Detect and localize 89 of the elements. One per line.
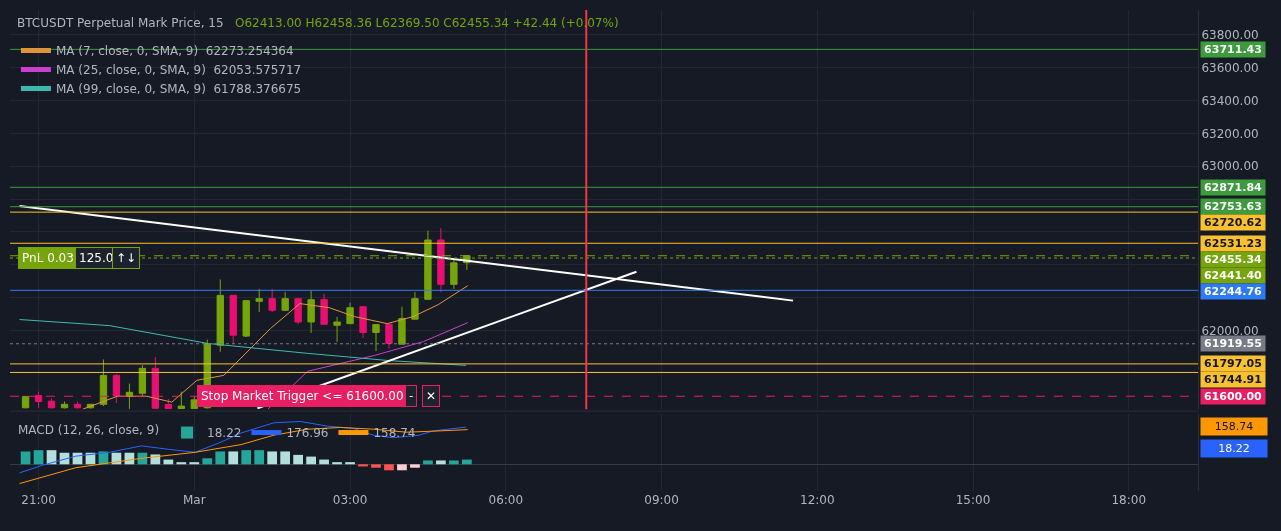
annotation: ↑↓ [116,251,137,265]
x-tick-label: Mar [182,493,206,507]
ref-line-label: 62871.84 [1203,181,1263,194]
candlestick [216,278,224,353]
text: BTCUSDT Perpetual Mark Price, 15 [17,16,224,30]
bar [436,460,446,465]
candlestick [164,398,173,410]
x-tick-label: 18:00 [1111,493,1147,507]
candlestick [281,291,289,311]
text: 18.22 [1218,442,1250,455]
ref-line-label: 62753.63 [1204,200,1262,213]
bar [423,460,433,465]
bar [215,451,226,465]
y-tick-label: 63200.00 [1201,126,1259,141]
bar [280,451,291,465]
candlestick [125,383,134,410]
annotation: Stop Market Trigger <= 61600.00 [201,389,404,403]
y-tick-label: 63600.00 [1201,60,1259,75]
ref-line-label: 62531.23 [1204,237,1262,250]
annotation: 125.0 [79,251,114,265]
candlestick [372,324,380,352]
x-tick-label: 12:00 [799,493,835,507]
candlestick [333,316,341,343]
candlestick [268,288,276,313]
bar [449,460,459,465]
ref-line-label: 62441.40 [1203,269,1263,282]
candlestick [229,294,237,345]
candlestick [346,302,354,325]
candlestick [398,306,406,345]
ref-line-label: 61744.91 [1204,373,1262,386]
bar [189,462,200,465]
text: 158.74 [1214,420,1254,433]
y-tick-label: 62000.00 [1201,323,1259,338]
y-tick-label: 63800.00 [1201,28,1259,43]
bar [241,450,252,465]
legend-label: MA (99, close, 0, SMA, 9) 61788.376675 [55,82,302,97]
y-tick-label: 63400.00 [1201,93,1259,108]
bar [33,450,44,465]
legend-label: MA (25, close, 0, SMA, 9) 62053.575717 [55,63,302,78]
candlestick [359,306,367,339]
x-tick-label: 15:00 [955,493,991,507]
candlestick [411,291,419,320]
bar [332,462,342,465]
bar [371,464,381,468]
bar [345,462,355,465]
bar [397,464,407,471]
candlestick [320,293,328,325]
annotation: - [409,389,414,403]
x-tick-label: 06:00 [488,493,524,507]
y-tick-label: 63000.00 [1201,159,1259,174]
ref-line-label: 62720.62 [1204,216,1262,229]
candlestick [437,227,445,293]
annotation: ✕ [426,389,437,403]
candlestick [242,300,250,338]
bar [202,458,213,465]
ref-line-label: 62455.34 [1203,253,1263,266]
candlestick [99,358,108,407]
x-tick-label: 09:00 [644,493,679,507]
candlestick [112,373,121,404]
candlestick [307,289,315,334]
bar [267,451,278,465]
candlestick [294,298,302,325]
bar [20,451,31,465]
bar [410,464,420,468]
bar [384,464,394,471]
legend-label: 176.96 [286,426,329,441]
candlestick [190,395,198,410]
candlestick [177,391,185,410]
ref-line-label: 63711.43 [1204,43,1262,56]
candlestick [21,396,30,410]
ref-line-label: 61919.55 [1204,337,1262,350]
x-tick-label: 21:00 [21,493,56,507]
x-tick-label: 03:00 [332,493,368,507]
bar [358,464,368,467]
ref-line-label: 62244.76 [1203,285,1263,298]
legend-label: 18.22 [207,426,242,441]
ref-line-label: 61797.05 [1204,357,1262,370]
annotation: PnL 0.03 [22,251,74,265]
bar [293,454,303,465]
ref-line-label: 61600.00 [1203,390,1263,403]
chart-title: MACD (12, 26, close, 9) [17,422,160,437]
bar [176,462,187,465]
candlestick [34,391,43,409]
candlestick [255,288,263,313]
bar [306,456,316,465]
bar [228,451,239,465]
bar [254,450,265,465]
candlestick [385,323,393,349]
candlestick [138,364,147,397]
